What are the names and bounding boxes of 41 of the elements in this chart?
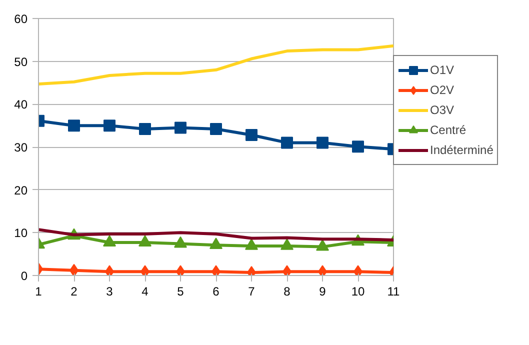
legend-label: Indéterminé xyxy=(430,143,494,157)
point xyxy=(280,238,294,250)
x-tick-label: 6 xyxy=(212,284,220,298)
point xyxy=(174,122,186,134)
legend-label: Centré xyxy=(430,123,466,137)
x-tick-label: 7 xyxy=(248,284,256,298)
point xyxy=(245,238,258,250)
point xyxy=(281,136,293,149)
point xyxy=(104,120,116,132)
y-tick-label: 60 xyxy=(14,12,28,26)
point xyxy=(68,120,80,132)
point xyxy=(352,140,364,153)
x-tick-label: 4 xyxy=(142,284,149,298)
point xyxy=(70,264,78,276)
point xyxy=(210,238,222,250)
x-tick-label: 5 xyxy=(177,284,184,298)
legend-label: O3V xyxy=(430,103,454,117)
x-tick-label: 11 xyxy=(387,284,400,298)
point xyxy=(103,235,116,246)
y-tick-label: 40 xyxy=(14,98,28,112)
y-tick-label: 10 xyxy=(14,226,28,240)
point xyxy=(246,129,258,142)
y-tick-label: 0 xyxy=(20,269,28,283)
legend-label: O2V xyxy=(430,83,454,97)
x-tick-label: 8 xyxy=(284,284,291,298)
y-tick-label: 30 xyxy=(14,140,28,154)
line-series xyxy=(38,44,394,86)
y-tick-label: 50 xyxy=(14,54,28,69)
x-tick-label: 3 xyxy=(106,284,114,298)
x-tick-label: 10 xyxy=(351,284,365,298)
point xyxy=(210,123,222,136)
point xyxy=(316,136,328,149)
x-tick-label: 2 xyxy=(70,284,78,298)
point xyxy=(138,235,152,246)
point xyxy=(139,123,151,136)
x-tick-label: 1 xyxy=(35,284,42,298)
point xyxy=(174,236,187,248)
y-tick-label: 20 xyxy=(14,183,28,198)
point xyxy=(316,239,329,251)
legend-label: O1V xyxy=(430,63,454,77)
x-tick-label: 9 xyxy=(319,284,326,298)
